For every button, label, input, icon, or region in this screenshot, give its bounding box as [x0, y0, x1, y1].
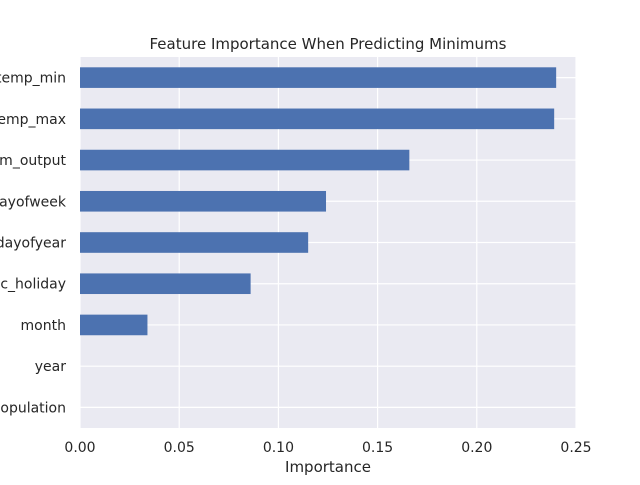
y-tick-labels: temp_min temp_max um_output dayofweek dayofy…	[0, 71, 67, 417]
x-tick-label: 0.25	[560, 440, 591, 456]
y-tick-label: ic_holiday	[0, 277, 66, 293]
chart-title: Feature Importance When Predicting Minim…	[150, 35, 507, 53]
bars	[80, 67, 557, 336]
x-tick-labels: 0.00 0.05 0.10 0.15 0.20 0.25	[64, 440, 591, 456]
bar-temp_min	[80, 67, 557, 88]
y-tick-label: dayofweek	[0, 194, 67, 210]
y-tick-label: year	[35, 359, 66, 375]
y-tick-label: um_output	[0, 153, 67, 169]
y-tick-label: dayofyear	[0, 236, 66, 252]
y-tick-label: population	[0, 400, 66, 416]
x-tick-label: 0.05	[164, 440, 195, 456]
x-tick-label: 0.15	[362, 440, 393, 456]
x-tick-label: 0.20	[461, 440, 492, 456]
bar-temp_max	[80, 108, 555, 130]
bar-um_output	[80, 149, 410, 171]
bar-month	[80, 314, 148, 336]
bar-dayofweek	[80, 190, 327, 212]
x-axis-label: Importance	[285, 458, 371, 476]
bar-ic_holiday	[80, 273, 251, 295]
y-tick-label: month	[21, 318, 66, 334]
x-tick-label: 0.00	[64, 440, 95, 456]
x-tick-label: 0.10	[263, 440, 294, 456]
bar-dayofyear	[80, 232, 309, 253]
y-tick-label: temp_min	[0, 71, 66, 87]
y-tick-label: temp_max	[0, 112, 66, 128]
